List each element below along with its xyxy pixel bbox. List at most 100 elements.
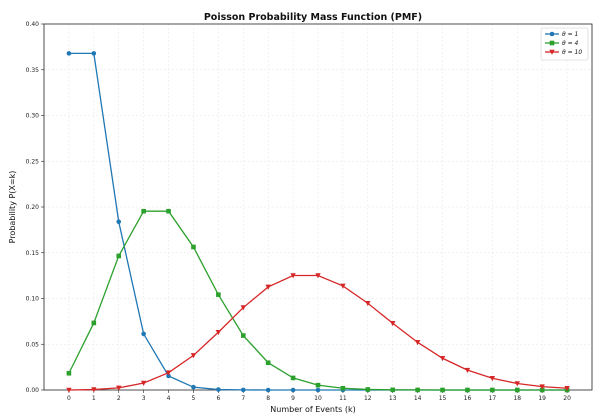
data-point: [141, 331, 146, 337]
legend-item: θ = 4: [545, 40, 579, 47]
data-point: [190, 353, 197, 359]
x-tick-label: 20: [563, 395, 571, 402]
x-tick-label: 7: [241, 395, 245, 402]
data-point: [216, 292, 221, 297]
data-point: [440, 387, 445, 393]
data-point: [66, 51, 72, 56]
legend-label: θ = 1: [562, 31, 578, 38]
data-point: [91, 320, 97, 326]
data-point: [240, 305, 246, 311]
data-point: [490, 387, 495, 393]
y-tick-label: 0.20: [26, 204, 40, 211]
x-tick-label: 12: [364, 395, 372, 402]
y-tick-label: 0.15: [26, 250, 40, 257]
data-point: [539, 384, 545, 390]
x-tick-label: 1: [92, 395, 96, 402]
y-tick-label: 0.05: [26, 341, 40, 348]
legend-item: θ = 1: [545, 31, 578, 38]
data-point: [315, 387, 321, 393]
series-1: [66, 208, 570, 393]
x-tick-label: 13: [389, 395, 397, 402]
data-point: [240, 387, 246, 393]
data-point: [514, 381, 520, 387]
legend-marker: [549, 40, 555, 46]
data-point: [141, 208, 146, 214]
y-tick-label: 0.10: [26, 296, 40, 303]
data-point: [265, 284, 271, 290]
x-tick-label: 9: [291, 395, 295, 402]
y-axis-label: Probability P(X=k): [8, 171, 17, 244]
data-point: [191, 384, 196, 390]
legend-label: θ = 4: [562, 40, 579, 47]
data-point: [91, 51, 97, 56]
x-tick-label: 0: [67, 395, 71, 402]
data-point: [290, 387, 296, 393]
data-point: [116, 253, 122, 259]
x-tick-label: 15: [439, 395, 447, 402]
x-tick-label: 18: [513, 395, 521, 402]
data-point: [116, 385, 122, 391]
data-point: [290, 375, 296, 381]
data-point: [216, 387, 221, 392]
legend: θ = 1 θ = 4 θ = 10: [540, 27, 589, 61]
data-point: [414, 340, 421, 346]
data-point: [539, 387, 545, 393]
x-tick-label: 16: [464, 395, 472, 402]
legend-item: θ = 10: [545, 49, 582, 56]
x-tick-label: 17: [489, 395, 497, 402]
data-point: [315, 382, 321, 388]
data-point: [191, 244, 196, 250]
y-axis: 0.00 0.05 0.10 0.15 0.20 0.25 0.30 0.35 0.40: [26, 21, 44, 394]
data-point: [390, 387, 396, 393]
data-point: [365, 387, 371, 392]
legend-marker: [549, 31, 555, 37]
y-tick-label: 0.30: [26, 113, 40, 120]
x-tick-label: 3: [142, 395, 146, 402]
data-point: [66, 387, 72, 393]
y-tick-label: 0.25: [26, 158, 40, 165]
data-point: [439, 355, 446, 362]
grid: [44, 23, 592, 391]
x-tick-label: 4: [167, 395, 171, 402]
data-point: [340, 385, 346, 391]
x-axis-label: Number of Events (k): [270, 405, 355, 414]
data-point: [290, 273, 296, 279]
data-point: [464, 367, 471, 374]
series-layer: [66, 51, 570, 393]
y-tick-label: 0.00: [26, 387, 40, 394]
legend-label: θ = 10: [562, 49, 582, 56]
series-2: [66, 273, 570, 393]
x-tick-label: 6: [216, 395, 220, 402]
legend-marker: [549, 49, 555, 55]
data-point: [265, 387, 271, 393]
data-point: [91, 387, 97, 393]
data-point: [165, 370, 172, 376]
data-point: [215, 329, 222, 336]
x-tick-label: 19: [538, 395, 546, 402]
data-point: [365, 300, 371, 307]
data-point: [564, 385, 570, 392]
x-tick-label: 14: [414, 395, 422, 402]
data-point: [390, 320, 396, 327]
data-point: [166, 373, 171, 379]
data-point: [415, 387, 420, 393]
data-point: [140, 380, 147, 386]
data-point: [514, 387, 520, 393]
data-point: [315, 273, 321, 279]
data-point: [166, 208, 171, 214]
x-tick-label: 2: [117, 395, 121, 402]
data-point: [489, 375, 496, 382]
x-tick-label: 11: [339, 395, 347, 402]
y-tick-label: 0.35: [26, 67, 40, 74]
data-point: [240, 333, 246, 338]
x-tick-label: 10: [314, 395, 322, 402]
data-point: [66, 370, 72, 376]
data-point: [465, 387, 470, 393]
y-tick-label: 0.40: [26, 21, 40, 28]
x-tick-label: 8: [266, 395, 270, 402]
data-point: [340, 283, 346, 289]
chart-title: Poisson Probability Mass Function (PMF): [204, 12, 422, 23]
data-point: [265, 360, 271, 366]
x-tick-label: 5: [192, 395, 196, 402]
